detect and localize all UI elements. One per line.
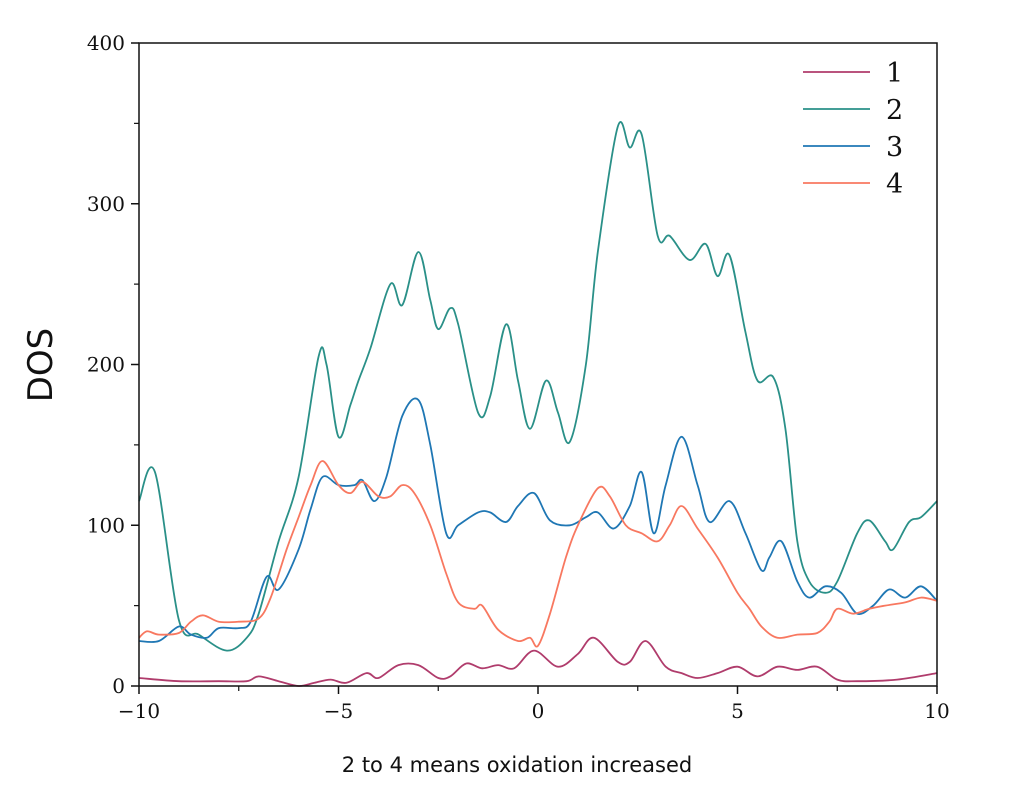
x-tick-label: 5	[731, 699, 744, 723]
plot-frame	[138, 42, 938, 687]
y-tick-label: 300	[87, 192, 125, 216]
legend-label: 4	[886, 169, 903, 200]
legend-label: 3	[886, 132, 903, 163]
x-axis-label: 2 to 4 means oxidation increased	[342, 753, 692, 777]
x-tick-label: 0	[532, 699, 545, 723]
x-tick-label: −5	[324, 699, 353, 723]
y-tick-label: 200	[87, 353, 125, 377]
y-axis-label: DOS	[21, 328, 61, 403]
series-line-3	[138, 397, 938, 643]
x-tick-label: −10	[118, 699, 160, 723]
y-tick-label: 0	[112, 674, 125, 698]
y-tick-label: 100	[87, 513, 125, 537]
legend-label: 2	[886, 95, 903, 126]
y-tick-label: 400	[87, 31, 125, 55]
series-line-1	[138, 636, 938, 687]
series-line-4	[138, 460, 938, 648]
x-tick-label: 10	[924, 699, 949, 723]
series-line-2	[138, 121, 938, 652]
legend-label: 1	[886, 58, 903, 89]
